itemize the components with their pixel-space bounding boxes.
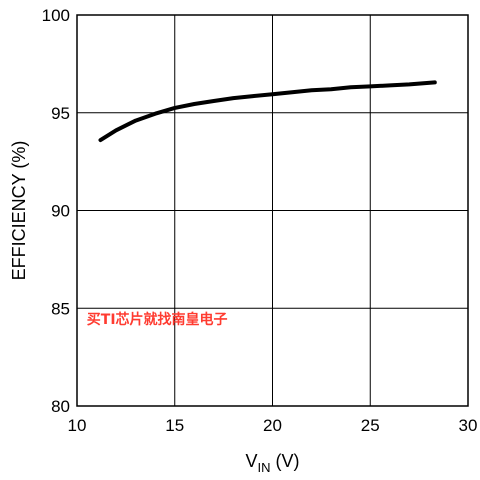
- x-axis-label-subscript: IN: [258, 460, 271, 475]
- series-group: [98, 80, 437, 143]
- x-tick-label-10: 10: [68, 416, 87, 435]
- x-tick-label-25: 25: [361, 416, 380, 435]
- series-line-0: [98, 80, 437, 143]
- y-tick-label-80: 80: [51, 397, 70, 416]
- y-tick-labels: 80 85 90 95 100: [42, 6, 70, 416]
- x-tick-labels: 10 15 20 25 30: [68, 416, 478, 435]
- x-tick-label-30: 30: [459, 416, 478, 435]
- y-tick-label-85: 85: [51, 299, 70, 318]
- y-axis-label: EFFICIENCY (%): [9, 141, 29, 281]
- x-axis-label-main: V: [245, 451, 257, 471]
- grid: [76, 14, 469, 407]
- y-tick-label-90: 90: [51, 202, 70, 221]
- watermark-text: 买TI芯片就找南皇电子: [87, 311, 228, 328]
- x-axis-label: VIN (V): [245, 451, 299, 475]
- x-tick-label-20: 20: [263, 416, 282, 435]
- y-tick-label-100: 100: [42, 6, 70, 25]
- x-axis-label-unit: (V): [271, 451, 300, 471]
- y-tick-label-95: 95: [51, 104, 70, 123]
- plot-frame: [76, 14, 469, 407]
- x-tick-label-15: 15: [165, 416, 184, 435]
